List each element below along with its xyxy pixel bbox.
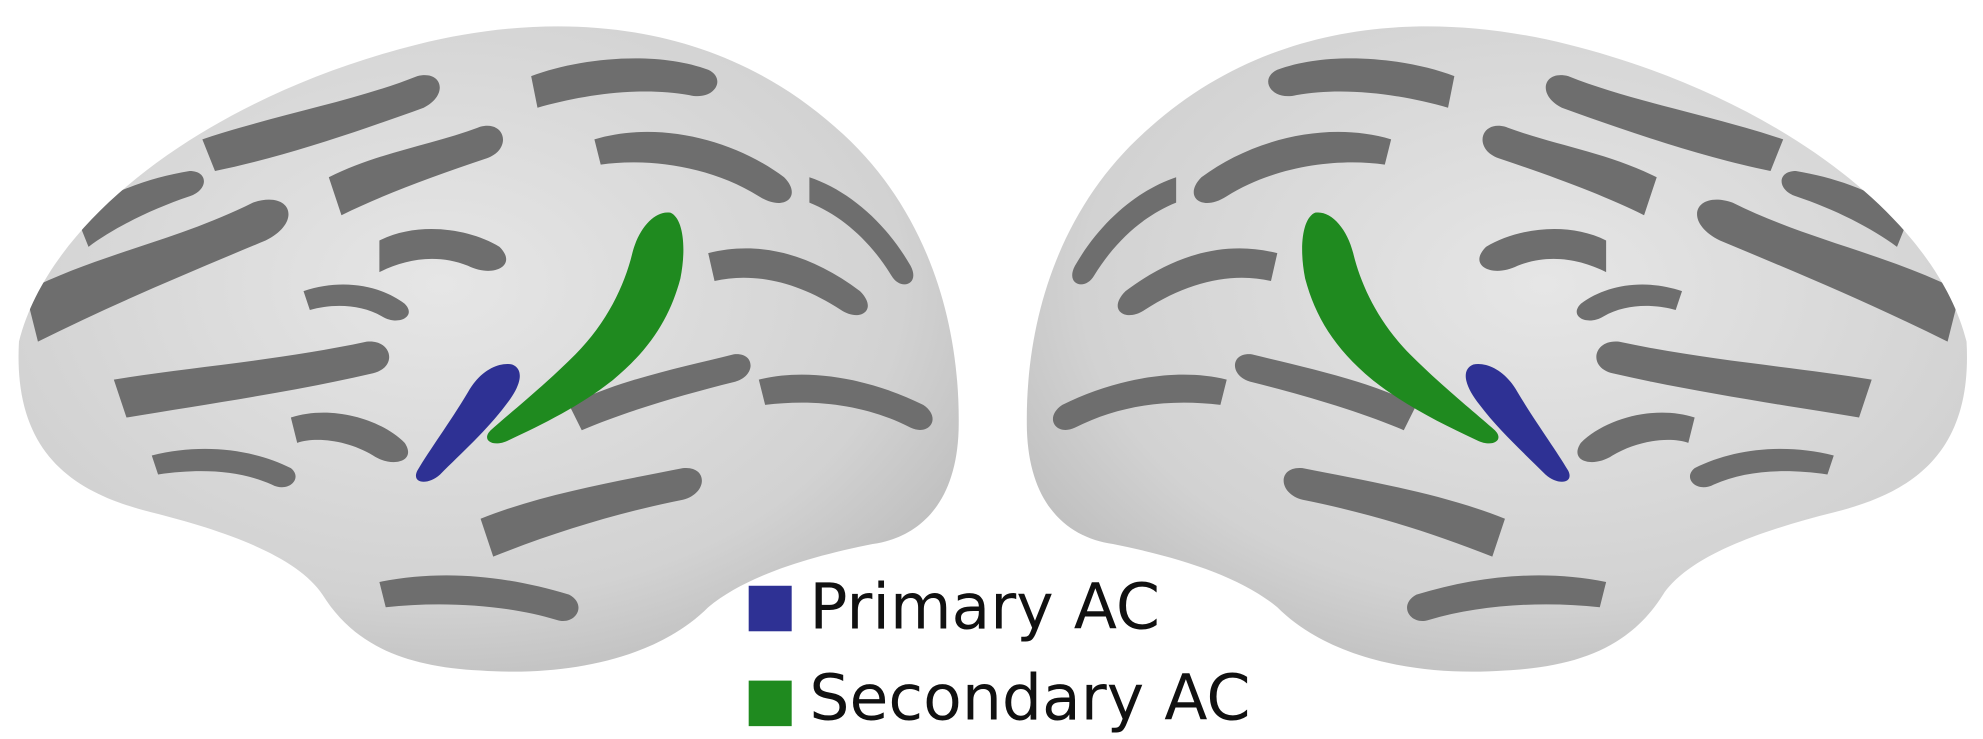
right-hemisphere — [1027, 26, 1967, 671]
legend: Primary AC Secondary AC — [748, 570, 1251, 735]
legend-label: Secondary AC — [809, 661, 1250, 735]
legend-swatch — [748, 680, 792, 727]
legend-swatch — [748, 585, 792, 632]
legend-label: Primary AC — [809, 570, 1160, 644]
